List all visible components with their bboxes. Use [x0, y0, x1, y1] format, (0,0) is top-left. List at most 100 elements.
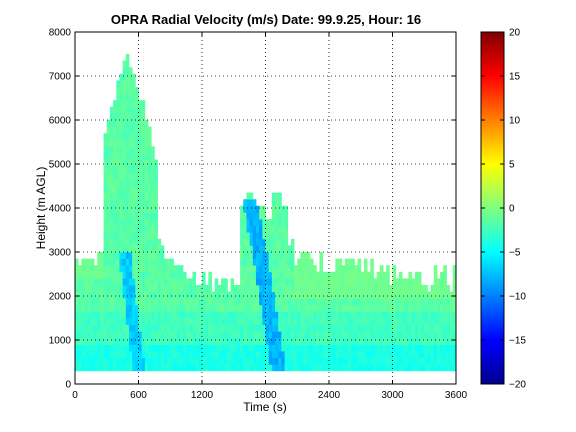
velocity-cell [240, 265, 244, 273]
velocity-cell [144, 351, 149, 358]
velocity-cell [443, 351, 447, 358]
velocity-cell [135, 192, 139, 200]
velocity-cell [427, 291, 432, 299]
velocity-cell [259, 344, 263, 352]
velocity-cell [443, 285, 447, 292]
velocity-cell [382, 278, 387, 286]
velocity-cell [297, 285, 301, 292]
velocity-cell [303, 344, 308, 352]
velocity-cell [97, 258, 101, 266]
velocity-cell [170, 285, 174, 292]
velocity-cell [398, 291, 403, 299]
velocity-cell [338, 364, 343, 372]
velocity-cell [103, 318, 108, 325]
velocity-cell [313, 265, 317, 273]
velocity-cell [75, 351, 79, 358]
velocity-cell [154, 166, 158, 174]
velocity-cell [176, 285, 181, 292]
velocity-cell [157, 252, 162, 259]
velocity-cell [398, 318, 403, 325]
velocity-cell [325, 285, 330, 292]
velocity-cell [357, 337, 362, 345]
velocity-cell [243, 357, 247, 365]
velocity-cell [75, 258, 79, 266]
velocity-cell [173, 364, 177, 372]
velocity-cell [357, 278, 362, 286]
velocity-cell [411, 351, 416, 358]
velocity-cell [246, 205, 251, 213]
velocity-cell [122, 67, 127, 75]
velocity-cell [173, 344, 177, 352]
velocity-cell [154, 245, 158, 253]
velocity-cell [144, 126, 149, 134]
velocity-cell [116, 100, 120, 108]
velocity-cell [290, 252, 295, 259]
velocity-cell [259, 357, 263, 365]
velocity-cell [122, 265, 127, 273]
velocity-cell [430, 304, 435, 312]
velocity-cell [144, 159, 149, 167]
velocity-cell [278, 298, 282, 306]
velocity-cell [357, 285, 362, 292]
velocity-cell [433, 318, 438, 325]
velocity-cell [376, 278, 381, 286]
velocity-cell [141, 318, 146, 325]
velocity-cell [275, 311, 279, 319]
velocity-cell [268, 357, 273, 365]
velocity-cell [182, 271, 187, 279]
velocity-cell [192, 285, 197, 292]
velocity-cell [122, 311, 127, 319]
velocity-cell [246, 304, 251, 312]
velocity-cell [255, 232, 260, 240]
velocity-cell [306, 265, 311, 273]
velocity-cell [233, 364, 238, 372]
velocity-cell [106, 166, 111, 174]
velocity-cell [176, 344, 181, 352]
velocity-cell [316, 298, 320, 306]
velocity-cell [179, 304, 184, 312]
velocity-cell [389, 351, 393, 358]
velocity-cell [249, 304, 254, 312]
velocity-cell [135, 153, 139, 160]
velocity-cell [208, 291, 212, 299]
velocity-cell [411, 298, 416, 306]
velocity-cell [119, 304, 124, 312]
velocity-cell [262, 219, 266, 226]
velocity-cell [414, 285, 419, 292]
velocity-cell [275, 278, 279, 286]
velocity-cell [173, 318, 177, 325]
velocity-cell [97, 357, 101, 365]
velocity-cell [313, 311, 317, 319]
velocity-cell [290, 285, 295, 292]
velocity-cell [113, 205, 117, 213]
velocity-cell [125, 166, 130, 174]
velocity-cell [240, 324, 244, 332]
velocity-cell [382, 318, 387, 325]
velocity-cell [144, 298, 149, 306]
velocity-cell [154, 258, 158, 266]
velocity-cell [113, 324, 117, 332]
velocity-cell [195, 351, 200, 358]
velocity-cell [446, 298, 451, 306]
velocity-cell [373, 337, 378, 345]
velocity-cell [224, 318, 228, 325]
velocity-cell [236, 337, 241, 345]
velocity-cell [290, 351, 295, 358]
velocity-cell [189, 285, 193, 292]
velocity-cell [360, 324, 365, 332]
velocity-cell [167, 291, 171, 299]
velocity-cell [408, 331, 412, 339]
velocity-cell [135, 172, 139, 180]
velocity-cell [109, 351, 114, 358]
velocity-cell [113, 285, 117, 292]
velocity-cell [176, 271, 181, 279]
velocity-cell [208, 337, 212, 345]
velocity-cell [179, 291, 184, 299]
velocity-cell [144, 166, 149, 174]
velocity-cell [157, 311, 162, 319]
velocity-cell [249, 324, 254, 332]
velocity-cell [436, 304, 441, 312]
velocity-cell [433, 311, 438, 319]
velocity-cell [300, 364, 305, 372]
velocity-cell [246, 298, 251, 306]
